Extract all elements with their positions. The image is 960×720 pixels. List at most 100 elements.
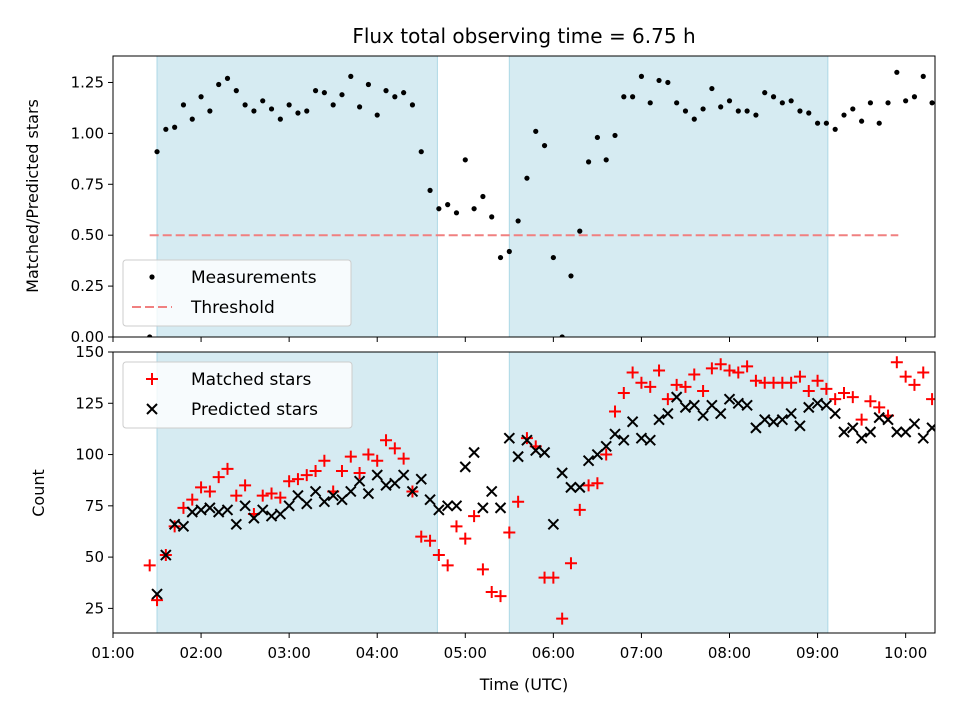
matched-star-point [749, 374, 762, 387]
measurement-point [691, 116, 697, 122]
predicted-star-point [899, 426, 912, 438]
measurement-point [409, 102, 416, 108]
predicted-star-point [547, 518, 560, 530]
measurement-point [189, 116, 195, 122]
top-y-tick-label: 1.25 [71, 73, 104, 91]
predicted-star-point [477, 502, 489, 514]
predicted-star-point [732, 397, 745, 409]
matched-star-point [864, 395, 877, 408]
measurement-point [374, 112, 380, 118]
predicted-star-point [450, 500, 463, 512]
measurement-point [312, 88, 319, 94]
measurement-point [383, 88, 389, 94]
predicted-star-point [750, 422, 762, 434]
predicted-star-point [433, 504, 445, 516]
measurement-point [436, 206, 442, 212]
predicted-star-point [494, 502, 507, 514]
matched-star-point [397, 452, 410, 465]
matched-star-point [705, 362, 718, 375]
measurement-point [268, 106, 275, 112]
matched-star-point [415, 530, 428, 543]
measurement-point [392, 94, 398, 100]
measurement-point [207, 108, 213, 114]
predicted-star-point [565, 481, 577, 494]
predicted-star-point [574, 481, 586, 494]
predicted-star-point [882, 413, 894, 426]
measurement-point [471, 206, 477, 212]
matched-star-point [186, 493, 199, 506]
x-tick-label: 10:00 [884, 644, 927, 662]
predicted-star-point [662, 407, 674, 420]
x-tick-label: 04:00 [356, 644, 399, 662]
measurement-point [920, 73, 926, 79]
matched-star-point [143, 559, 156, 572]
predicted-star-point [600, 440, 612, 453]
predicted-star-point [424, 493, 436, 506]
measurement-point [295, 110, 301, 116]
predicted-star-point [221, 504, 234, 516]
predicted-star-point [274, 508, 287, 520]
measurement-point [445, 202, 451, 208]
top-y-tick-label: 0.25 [71, 277, 104, 295]
predicted-star-point [838, 426, 850, 438]
legend-threshold-label: Threshold [190, 298, 275, 318]
predicted-star-point [195, 504, 207, 516]
matched-star-point [653, 364, 666, 377]
matched-star-point [714, 358, 727, 371]
predicted-star-point [301, 498, 313, 510]
matched-star-point [380, 434, 393, 447]
predicted-star-point [230, 518, 243, 530]
measurement-point [348, 73, 354, 79]
predicted-star-point [512, 450, 524, 463]
predicted-star-point [459, 461, 471, 473]
x-tick-label: 03:00 [268, 644, 311, 662]
predicted-star-point [803, 401, 815, 414]
predicted-star-point [926, 422, 935, 434]
legend-measurements-label: Measurements [191, 268, 317, 288]
predicted-star-point [160, 549, 172, 561]
predicted-star-point [292, 489, 304, 502]
measurement-point [339, 92, 345, 98]
matched-star-point [670, 378, 683, 391]
predicted-star-point [345, 485, 357, 498]
x-tick-label: 02:00 [179, 644, 222, 662]
measurement-point [559, 334, 565, 337]
predicted-star-point [265, 510, 278, 522]
predicted-star-point [177, 520, 190, 533]
matched-star-point [873, 401, 886, 414]
predicted-star-point [829, 407, 841, 420]
measurement-point [929, 100, 935, 106]
predicted-star-point [556, 467, 568, 479]
measurement-point [797, 108, 803, 114]
measurement-point [876, 120, 882, 126]
measurement-point [735, 108, 741, 114]
x-axis-label: Time (UTC) [479, 675, 568, 694]
measurement-point [224, 75, 231, 81]
top-y-tick-label: 0.50 [71, 226, 104, 244]
bottom-y-axis-label: Count [29, 469, 48, 517]
measurement-point [147, 334, 153, 337]
predicted-star-point [794, 420, 806, 432]
predicted-star-point [785, 407, 797, 420]
bottom-y-tick-label: 25 [85, 599, 104, 617]
bottom-y-tick-label: 100 [75, 446, 104, 464]
matched-star-point [344, 450, 357, 463]
matched-star-point [723, 364, 736, 377]
measurement-point [779, 100, 785, 106]
matched-star-point [732, 366, 745, 379]
matched-star-point [644, 380, 657, 393]
predicted-star-point [820, 399, 833, 412]
predicted-star-point [609, 428, 621, 440]
measurement-point [515, 218, 521, 224]
measurement-point [867, 100, 874, 106]
predicted-star-point [503, 432, 516, 444]
predicted-star-point [626, 416, 639, 428]
measurement-point [198, 94, 204, 100]
measurement-point [251, 108, 257, 114]
predicted-star-point [723, 393, 736, 405]
matched-star-point [441, 559, 454, 572]
predicted-star-point [767, 416, 780, 428]
measurement-point [903, 98, 909, 104]
top-y-tick-label: 0.75 [71, 175, 104, 193]
measurement-point [894, 69, 900, 75]
